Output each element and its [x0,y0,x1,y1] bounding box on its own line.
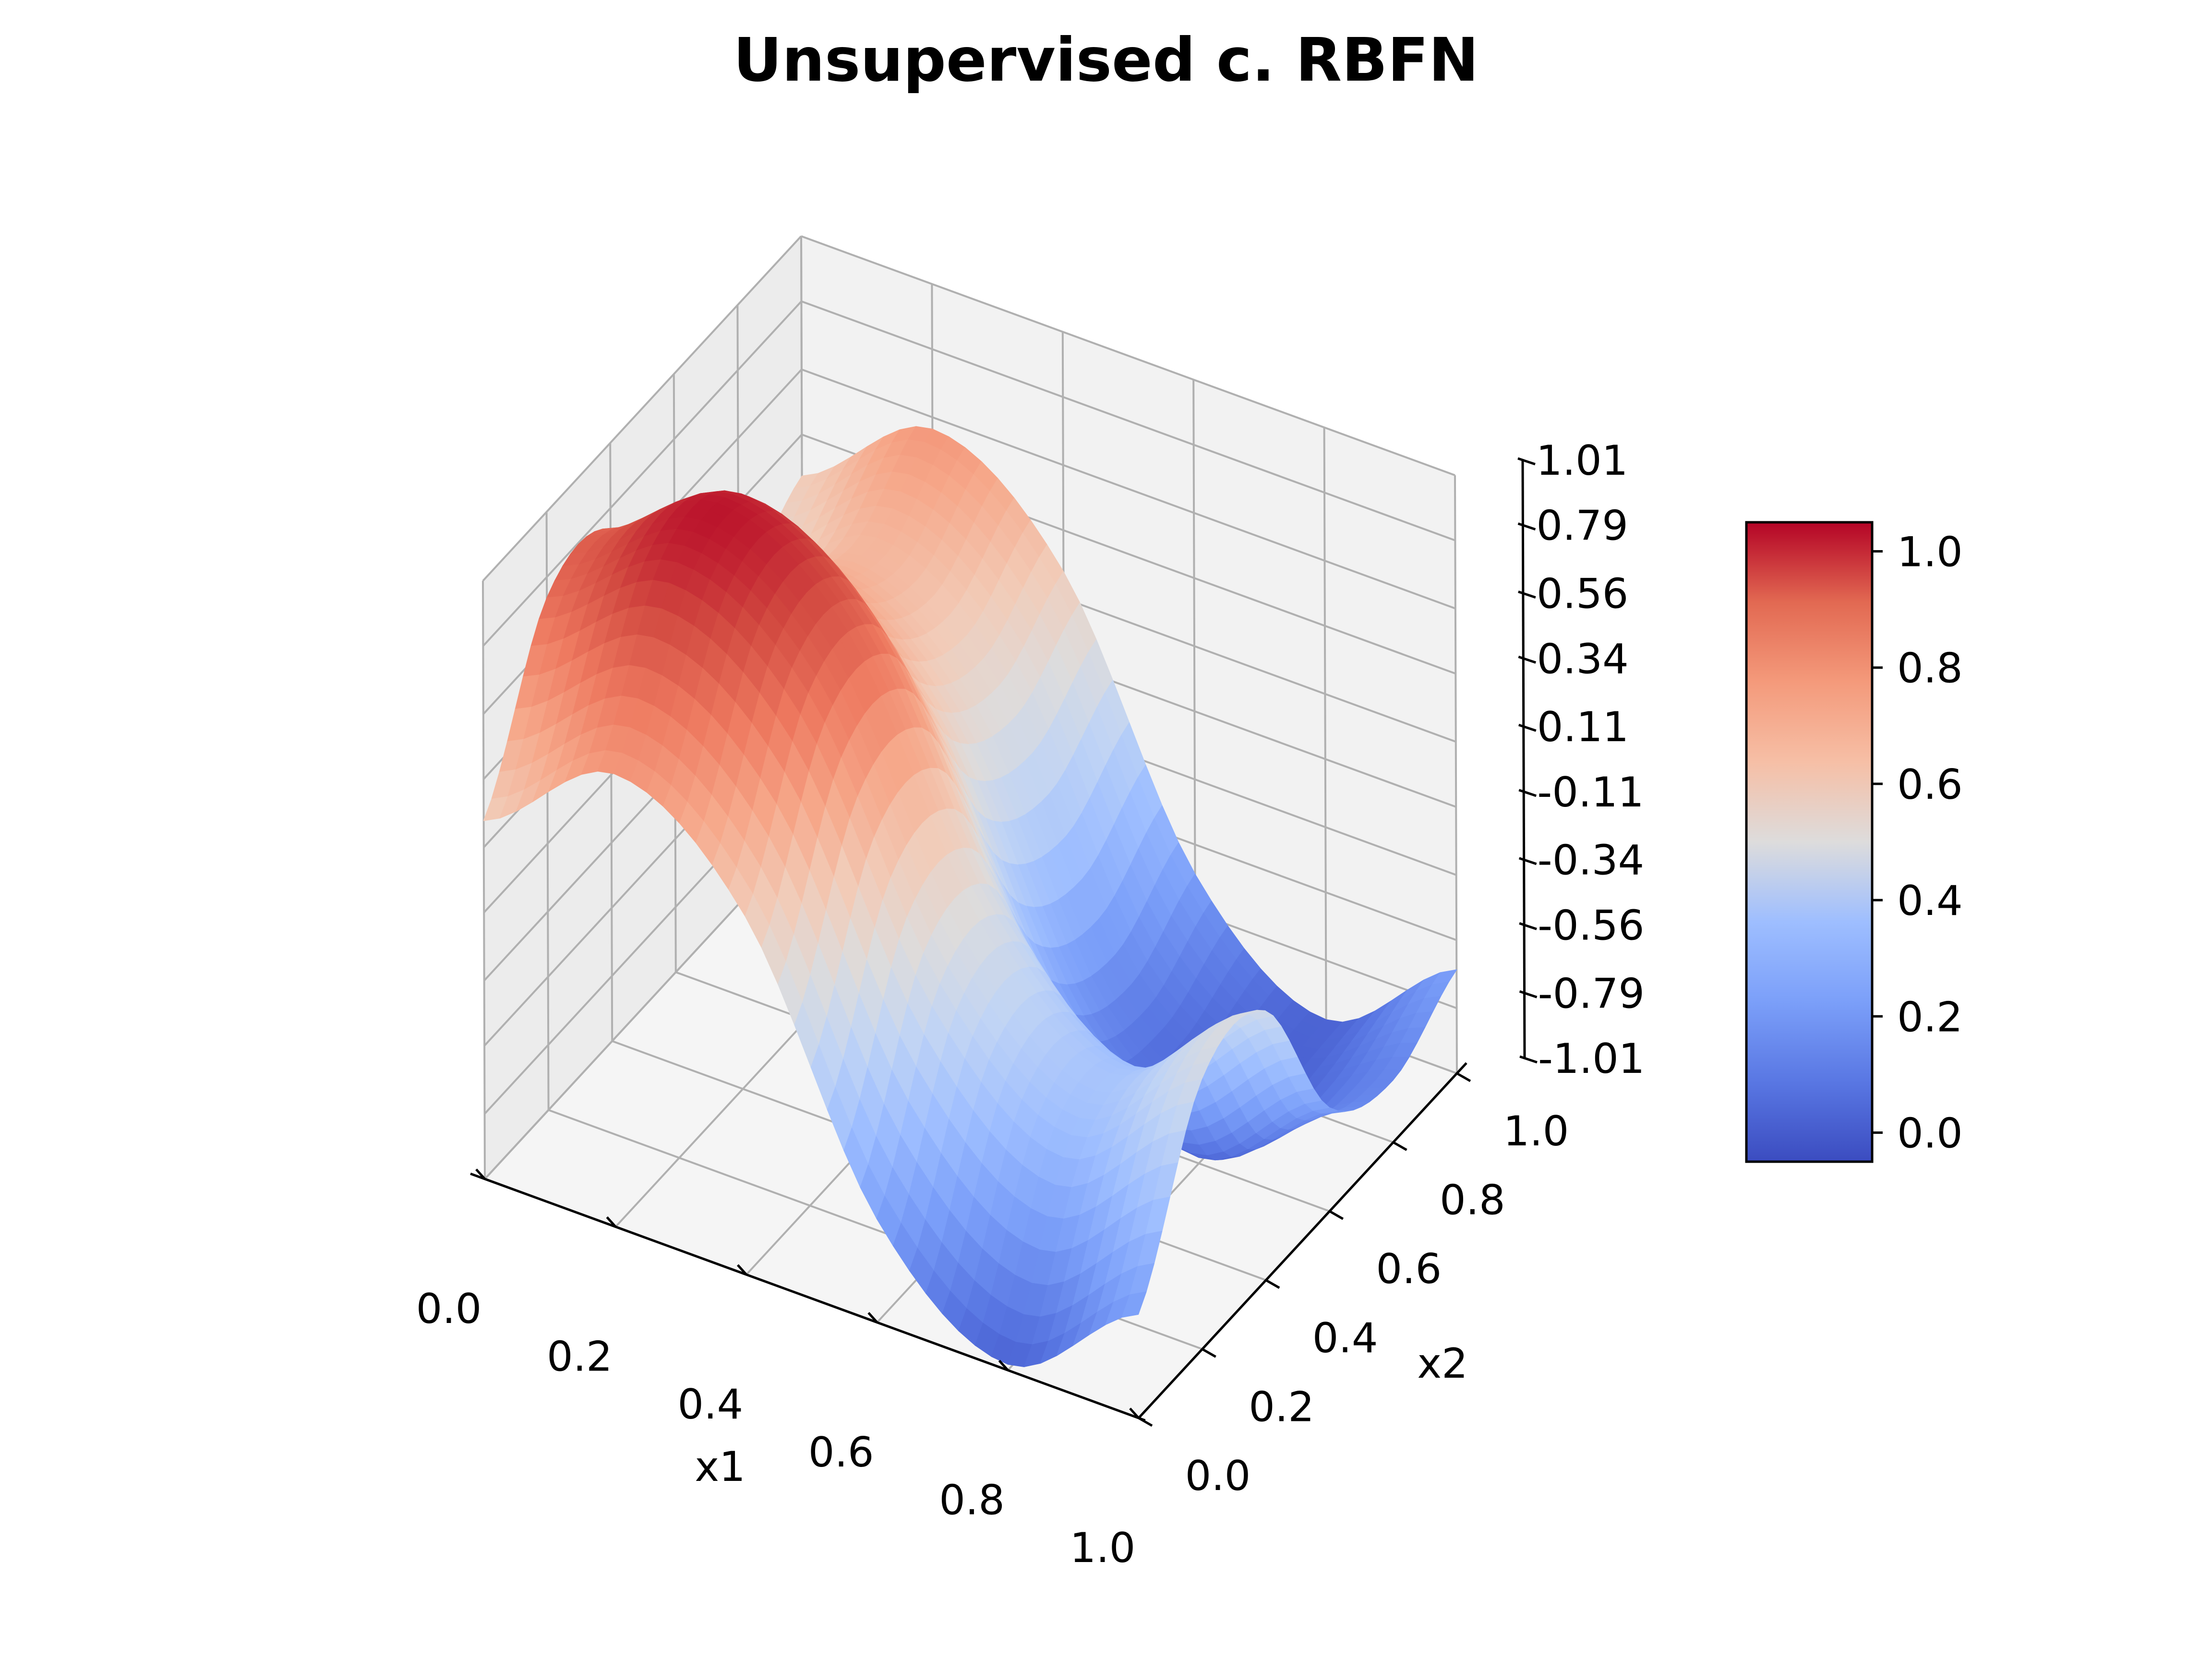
z-tick-mark [1517,457,1536,466]
x-axis-line [470,1172,1146,1422]
z-tick-label: -0.34 [1538,837,1645,885]
y-tick-mark [1202,1348,1216,1358]
y-axis-label: x2 [1417,1340,1468,1388]
grid-line [482,301,802,647]
x-tick-label: 0.0 [416,1285,482,1333]
colorbar-tick-label: 0.2 [1897,993,1963,1041]
y-tick-label: 0.2 [1249,1383,1314,1431]
z-tick-mark [1518,655,1537,664]
x-tick-label: 0.2 [547,1333,613,1381]
y-axis-ticks: 0.0 0.2 0.4 0.6 0.8 1.0 [1138,1072,1569,1500]
z-tick-mark [1518,857,1537,866]
z-tick-label: -1.01 [1538,1035,1645,1083]
z-axis-line [1521,460,1526,1059]
y-tick-mark [1329,1210,1344,1220]
z-tick-mark [1518,723,1537,732]
x-axis-ticks: 0.0 0.2 0.4 0.6 0.8 1.0 [416,1168,1140,1572]
colorbar-ticks: 0.0 0.2 0.4 0.6 0.8 1.0 [1872,529,1963,1157]
z-tick-mark [1517,522,1536,531]
x-tick-mark [998,1359,1009,1371]
x-tick-label: 0.4 [677,1381,743,1429]
z-tick-label: 0.11 [1537,703,1629,751]
grid-line [482,235,802,582]
x-tick-mark [606,1216,617,1228]
z-tick-mark [1519,1055,1538,1064]
z-tick-mark [1519,990,1538,998]
x-tick-label: 0.8 [939,1476,1005,1524]
z-tick-label: 1.01 [1536,437,1628,485]
x-axis-label: x1 [695,1443,745,1491]
x-tick-mark [475,1168,486,1180]
y-tick-label: 0.8 [1440,1177,1505,1225]
colorbar: 0.0 0.2 0.4 0.6 0.8 1.0 [1745,521,1963,1163]
x-tick-label: 0.6 [808,1429,874,1477]
z-tick-label: 0.34 [1537,635,1628,683]
axis-lines [470,460,1526,1422]
colorbar-tick-label: 0.0 [1897,1109,1963,1157]
y-tick-mark [1456,1072,1471,1082]
z-tick-mark [1518,590,1536,599]
z-tick-label: -0.11 [1537,769,1644,817]
z-tick-mark [1519,922,1537,930]
colorbar-gradient [1745,521,1874,1163]
z-tick-label: 0.79 [1536,502,1628,550]
y-tick-label: 0.6 [1376,1245,1442,1293]
x-tick-label: 1.0 [1070,1524,1136,1572]
z-tick-mark [1518,789,1537,797]
grid-line [1323,427,1327,1026]
colorbar-tick-label: 0.8 [1897,645,1963,693]
y-tick-label: 0.0 [1185,1452,1251,1500]
y-tick-mark [1265,1279,1280,1289]
grid-line [801,235,1455,476]
colorbar-tick-label: 1.0 [1897,529,1963,577]
grid-line [1454,475,1458,1074]
surface-plot [483,426,1457,1367]
z-tick-label: -0.56 [1538,902,1645,950]
grid-line [801,300,1456,541]
y-tick-mark [1138,1417,1153,1427]
z-axis-ticks: -1.01 -0.79 -0.56 -0.34 -0.11 0.11 0.34 0.56 0.7… [1517,437,1645,1083]
x-tick-mark [736,1264,747,1275]
surface-patch [1121,1291,1147,1318]
x-tick-mark [867,1312,878,1323]
y-tick-label: 0.4 [1312,1314,1378,1362]
colorbar-tick-label: 0.4 [1897,877,1963,925]
grid-line [801,368,1456,610]
colorbar-tick-label: 0.6 [1897,761,1963,809]
y-axis-line [1138,1062,1467,1419]
z-tick-label: -0.79 [1538,970,1645,1018]
z-tick-label: 0.56 [1537,570,1628,618]
y-tick-mark [1393,1141,1407,1151]
y-tick-label: 1.0 [1503,1107,1569,1155]
x-tick-mark [1129,1407,1140,1419]
chart-title: Unsupervised c. RBFN [733,25,1479,95]
grid-line [482,580,486,1179]
